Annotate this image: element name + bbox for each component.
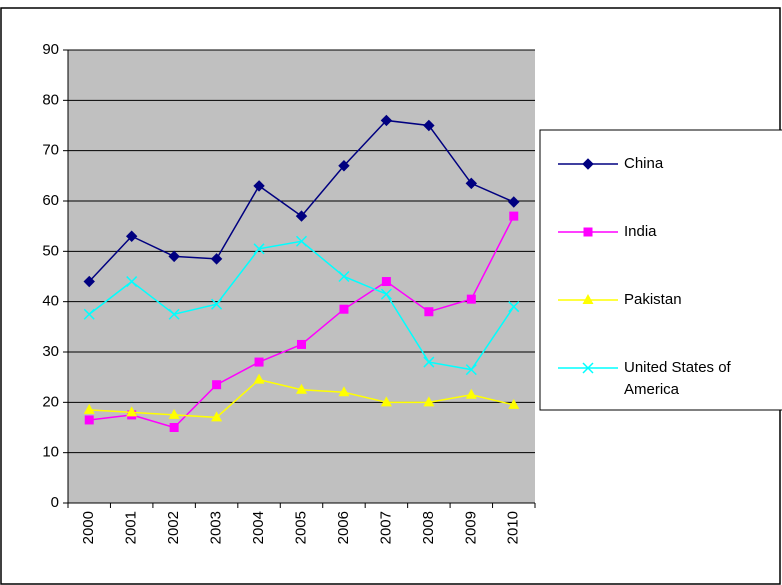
x-tick-label: 2006: [335, 511, 352, 544]
x-tick-label: 2001: [123, 511, 140, 544]
legend-marker: [582, 158, 594, 170]
y-tick-label: 50: [42, 242, 59, 259]
x-tick-label: 2004: [250, 511, 267, 544]
marker: [84, 415, 94, 425]
y-tick-label: 20: [42, 393, 59, 410]
marker: [338, 270, 350, 283]
y-tick-label: 60: [42, 192, 59, 209]
legend-marker: [583, 227, 593, 237]
marker: [338, 160, 350, 172]
marker: [508, 398, 520, 409]
y-tick-label: 10: [42, 444, 59, 461]
y-tick-label: 40: [42, 293, 59, 310]
marker: [295, 235, 308, 247]
marker: [295, 210, 308, 222]
marker: [508, 301, 520, 313]
marker: [508, 196, 520, 208]
marker: [380, 288, 392, 300]
legend-marker: [582, 294, 594, 304]
marker: [169, 423, 179, 432]
marker: [253, 243, 265, 255]
marker: [423, 119, 435, 132]
marker: [465, 364, 477, 376]
marker: [381, 277, 391, 287]
marker: [83, 275, 95, 288]
marker: [466, 294, 476, 304]
legend-label: Pakistan: [624, 291, 682, 308]
x-tick-label: 2003: [208, 511, 225, 544]
marker: [380, 396, 392, 407]
marker: [212, 380, 222, 390]
y-tick-label: 90: [42, 41, 59, 58]
marker: [465, 177, 478, 190]
marker: [125, 230, 138, 242]
x-tick-label: 2008: [420, 511, 437, 544]
legend-label: China: [624, 155, 664, 172]
marker: [423, 396, 435, 407]
marker: [253, 373, 265, 384]
marker: [168, 308, 180, 320]
marker: [83, 403, 95, 414]
y-tick-label: 30: [42, 343, 59, 360]
legend-box: [539, 129, 782, 411]
marker: [254, 357, 264, 367]
legend-label: United States of America: [624, 359, 735, 398]
marker: [424, 307, 434, 317]
x-tick-label: 2002: [165, 511, 182, 544]
marker: [423, 356, 435, 368]
marker: [297, 339, 306, 349]
legend-marker: [582, 362, 594, 374]
marker: [211, 411, 223, 422]
marker: [253, 180, 265, 192]
plot-area: [68, 50, 535, 503]
marker: [168, 250, 180, 263]
x-tick-label: 2000: [80, 511, 97, 544]
marker: [126, 406, 138, 417]
marker: [83, 308, 95, 320]
legend-label: India: [624, 223, 657, 240]
marker: [296, 383, 307, 394]
marker: [380, 114, 393, 127]
x-tick-label: 2010: [505, 511, 522, 544]
marker: [210, 253, 223, 265]
x-tick-label: 2009: [462, 511, 479, 544]
y-tick-label: 0: [51, 494, 59, 511]
marker: [126, 276, 138, 288]
marker: [509, 211, 519, 221]
y-tick-label: 80: [42, 91, 59, 108]
marker: [465, 388, 477, 399]
y-tick-label: 70: [42, 142, 59, 159]
marker: [339, 304, 349, 314]
marker: [338, 386, 350, 397]
marker: [168, 408, 180, 419]
x-tick-label: 2005: [292, 511, 309, 544]
marker: [211, 298, 223, 310]
x-tick-label: 2007: [377, 511, 394, 544]
